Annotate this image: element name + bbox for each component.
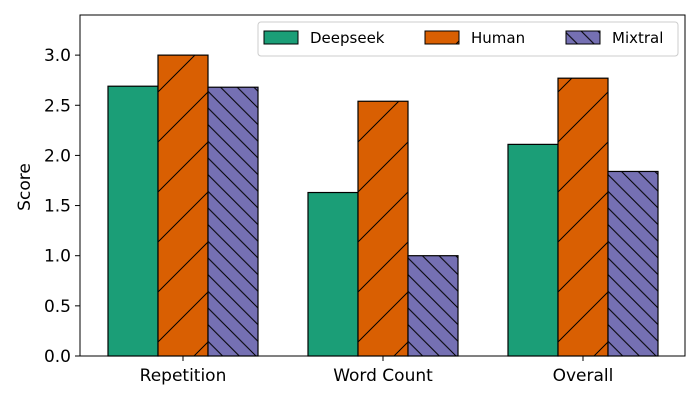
bar-human-repetition-hatch <box>158 55 208 356</box>
legend-swatch-human-outline <box>424 30 460 45</box>
bar-mixtral-repetition-hatch <box>208 87 258 356</box>
bar-human-overall-hatch <box>558 78 608 356</box>
y-axis-title: Score <box>15 163 35 211</box>
legend: Deepseek Human Mixtral <box>257 21 679 57</box>
bar-deepseek-repetition <box>108 86 158 356</box>
y-tick-label: 0.5 <box>44 297 71 317</box>
bar-deepseek-overall <box>508 144 558 356</box>
x-tick-label-word-count: Word Count <box>333 366 433 386</box>
bars-layer <box>107 54 659 357</box>
legend-label-human: Human <box>471 29 525 47</box>
y-tick-label: 1.0 <box>44 247 71 267</box>
y-tick-label: 1.5 <box>44 197 71 217</box>
axes-layer: 0.0 0.5 1.0 1.5 2.0 2.5 3.0 Repetition Word Coun… <box>44 14 686 386</box>
legend-swatch-deepseek-outline <box>263 30 299 45</box>
y-tick-label: 2.5 <box>44 96 71 116</box>
legend-label-deepseek: Deepseek <box>310 29 385 47</box>
x-tick-label-overall: Overall <box>553 366 614 386</box>
legend-swatch-mixtral-outline <box>565 30 601 45</box>
legend-swatch-mixtral-hatch <box>566 31 600 44</box>
bar-mixtral-word-count-hatch <box>408 255 458 356</box>
y-tick-label: 3.0 <box>44 46 71 66</box>
y-tick-label: 2.0 <box>44 146 71 166</box>
legend-swatch-deepseek <box>264 31 298 44</box>
x-tick-label-repetition: Repetition <box>140 366 227 386</box>
bar-human-word-count-hatch <box>358 101 408 357</box>
y-tick-label: 0.0 <box>44 347 71 367</box>
legend-label-mixtral: Mixtral <box>612 29 663 47</box>
bar-mixtral-overall-hatch <box>608 171 658 356</box>
legend-swatch-human-hatch <box>425 31 459 44</box>
bar-deepseek-word-count <box>308 192 358 356</box>
